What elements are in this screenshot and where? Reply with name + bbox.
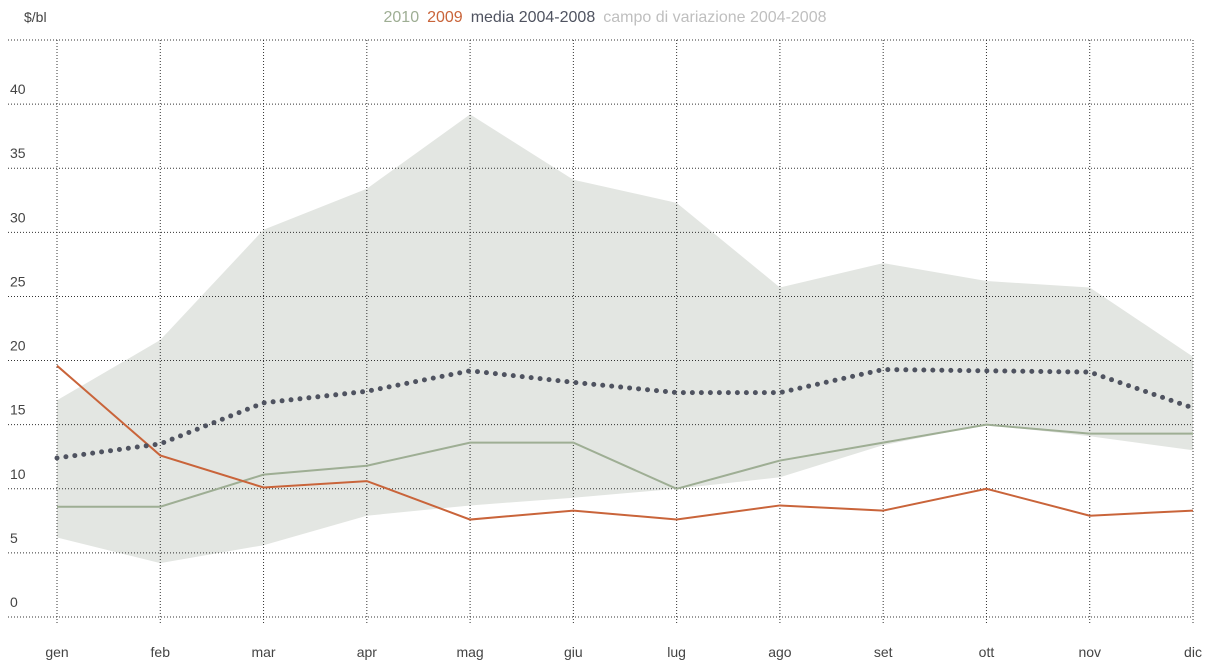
x-tick-label: feb [151, 644, 171, 660]
legend: 2010 2009 media 2004-2008 campo di variazio… [384, 9, 827, 26]
legend-entry: 2009 [427, 9, 463, 26]
range-band [57, 114, 1193, 564]
y-tick-label: 35 [10, 145, 26, 161]
x-tick-label: gen [45, 644, 68, 660]
x-tick-label: mar [251, 644, 275, 660]
legend-text: 2010 2009 media 2004-2008 campo di variazio… [384, 9, 827, 26]
x-tick-label: set [874, 644, 893, 660]
line-0 [57, 423, 1193, 508]
legend-entry: 2010 [384, 9, 420, 26]
line-2 [54, 367, 1196, 461]
legend-entry: media 2004-2008 [471, 9, 596, 26]
x-tick-label: ott [979, 644, 995, 660]
y-tick-label: 10 [10, 466, 26, 482]
line-1 [56, 364, 1194, 521]
legend-entry: campo di variazione 2004-2008 [603, 9, 826, 26]
y-axis-label: $/bl [24, 9, 47, 25]
y-tick-label: 0 [10, 594, 18, 610]
y-tick-label: 30 [10, 209, 26, 225]
x-tick-label: dic [1184, 644, 1202, 660]
y-tick-label: 15 [10, 402, 26, 418]
x-tick-label: apr [357, 644, 378, 660]
y-tick-label: 5 [10, 530, 18, 546]
y-tick-label: 25 [10, 273, 26, 289]
x-tick-label: ago [768, 644, 792, 660]
x-tick-label: mag [456, 644, 483, 660]
y-tick-label: 20 [10, 338, 26, 354]
x-tick-label: lug [667, 644, 686, 660]
y-tick-label: 40 [10, 81, 26, 97]
x-tick-label: nov [1078, 644, 1101, 660]
x-tick-label: giu [564, 644, 583, 660]
